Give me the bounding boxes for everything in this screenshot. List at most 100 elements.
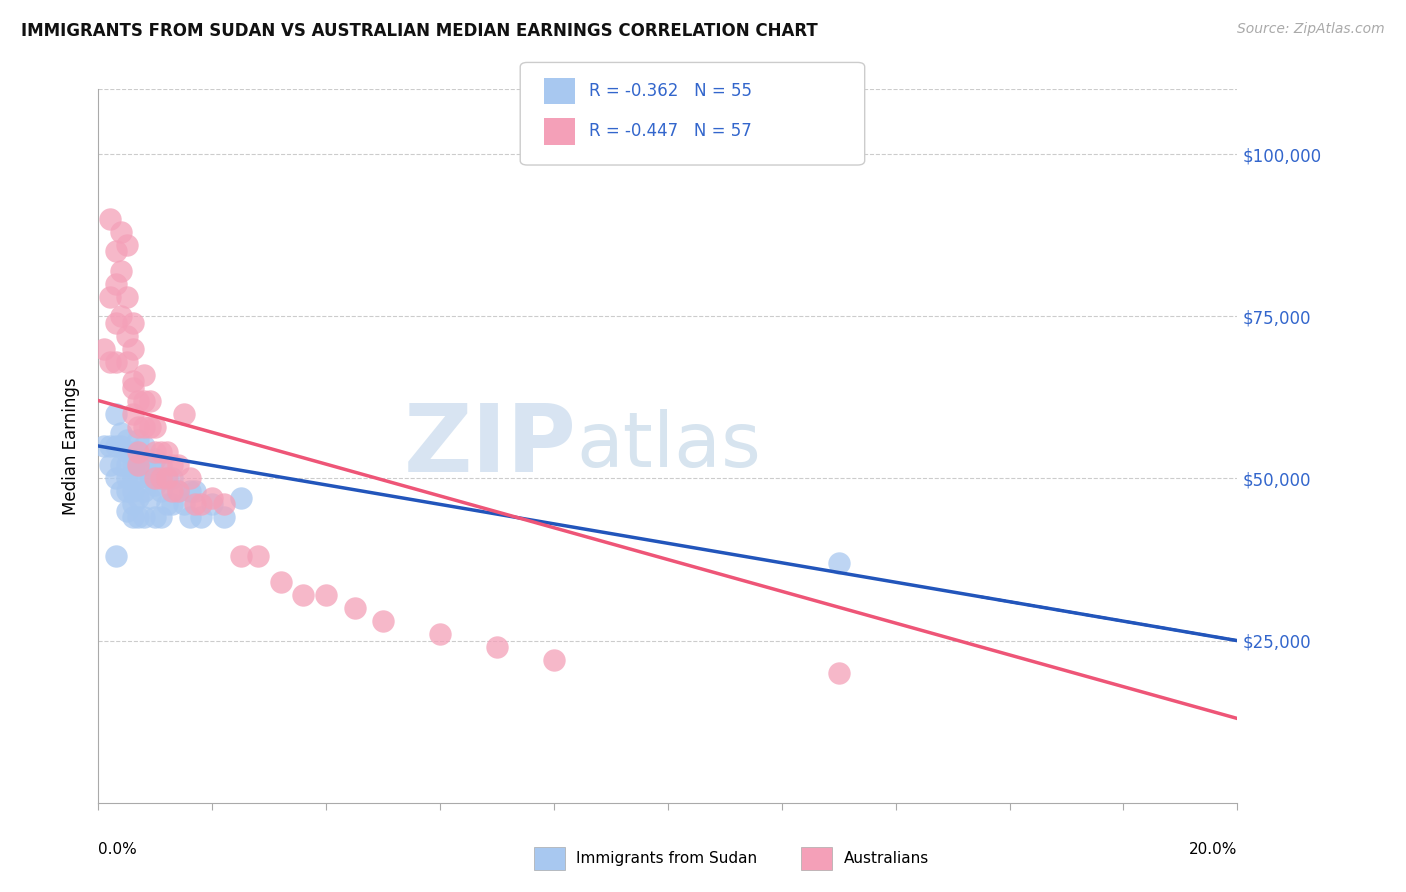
Text: R = -0.447   N = 57: R = -0.447 N = 57 [589,122,752,140]
Point [121,510,143,524]
Point [121,342,143,356]
Point [98,211,121,226]
Point [115,458,138,473]
Point [121,497,143,511]
Point [127,510,149,524]
Point [121,381,143,395]
Point [115,433,138,447]
Text: atlas: atlas [576,409,762,483]
Point [93,439,115,453]
Point [98,354,121,368]
Point [162,458,184,473]
Point [104,277,127,291]
Point [121,445,143,459]
Text: IMMIGRANTS FROM SUDAN VS AUSTRALIAN MEDIAN EARNINGS CORRELATION CHART: IMMIGRANTS FROM SUDAN VS AUSTRALIAN MEDI… [21,22,818,40]
Text: ZIP: ZIP [404,400,576,492]
Y-axis label: Median Earnings: Median Earnings [62,377,80,515]
Point [110,425,132,440]
Point [115,354,138,368]
Point [173,407,195,421]
Point [179,510,201,524]
Point [132,484,155,499]
Point [121,374,143,388]
Point [127,458,149,473]
Point [115,504,138,518]
Text: Immigrants from Sudan: Immigrants from Sudan [576,852,758,866]
Point [121,458,143,473]
Point [104,354,127,368]
Point [373,614,395,628]
Point [121,316,143,330]
Point [212,497,235,511]
Point [150,458,173,473]
Point [270,575,292,590]
Point [138,458,160,473]
Point [127,433,149,447]
Point [127,445,149,459]
Point [167,484,190,499]
Point [190,510,212,524]
Point [104,316,127,330]
Point [115,471,138,485]
Point [190,497,212,511]
Point [132,393,155,408]
Point [110,264,132,278]
Point [138,471,160,485]
Point [429,627,451,641]
Point [127,393,149,408]
Point [145,452,167,467]
Point [115,484,138,499]
Point [115,328,138,343]
Point [138,393,160,408]
Point [145,510,167,524]
Point [121,484,143,499]
Text: 0.0%: 0.0% [98,842,138,857]
Point [104,407,127,421]
Point [104,471,127,485]
Point [145,419,167,434]
Point [184,484,207,499]
Point [138,419,160,434]
Point [132,368,155,382]
Point [315,588,337,602]
Point [110,458,132,473]
Point [115,445,138,459]
Point [162,484,184,499]
Point [110,310,132,324]
Point [132,510,155,524]
Point [138,491,160,505]
Point [173,497,195,511]
Point [150,471,173,485]
Point [110,484,132,499]
Point [127,491,149,505]
Point [132,419,155,434]
Point [121,407,143,421]
Point [127,419,149,434]
Text: Source: ZipAtlas.com: Source: ZipAtlas.com [1237,22,1385,37]
Point [229,549,252,564]
Point [162,471,184,485]
Point [229,491,252,505]
Point [167,484,190,499]
Point [184,497,207,511]
Point [150,445,173,459]
Point [292,588,315,602]
Point [132,439,155,453]
Point [179,484,201,499]
Point [115,290,138,304]
Point [145,471,167,485]
Point [150,510,173,524]
Point [98,290,121,304]
Point [486,640,509,654]
Point [127,471,149,485]
Text: Australians: Australians [844,852,929,866]
Point [104,549,127,564]
Point [201,491,224,505]
Point [543,653,565,667]
Point [156,445,179,459]
Point [212,510,235,524]
Point [145,478,167,492]
Point [121,471,143,485]
Point [179,471,201,485]
Point [110,225,132,239]
